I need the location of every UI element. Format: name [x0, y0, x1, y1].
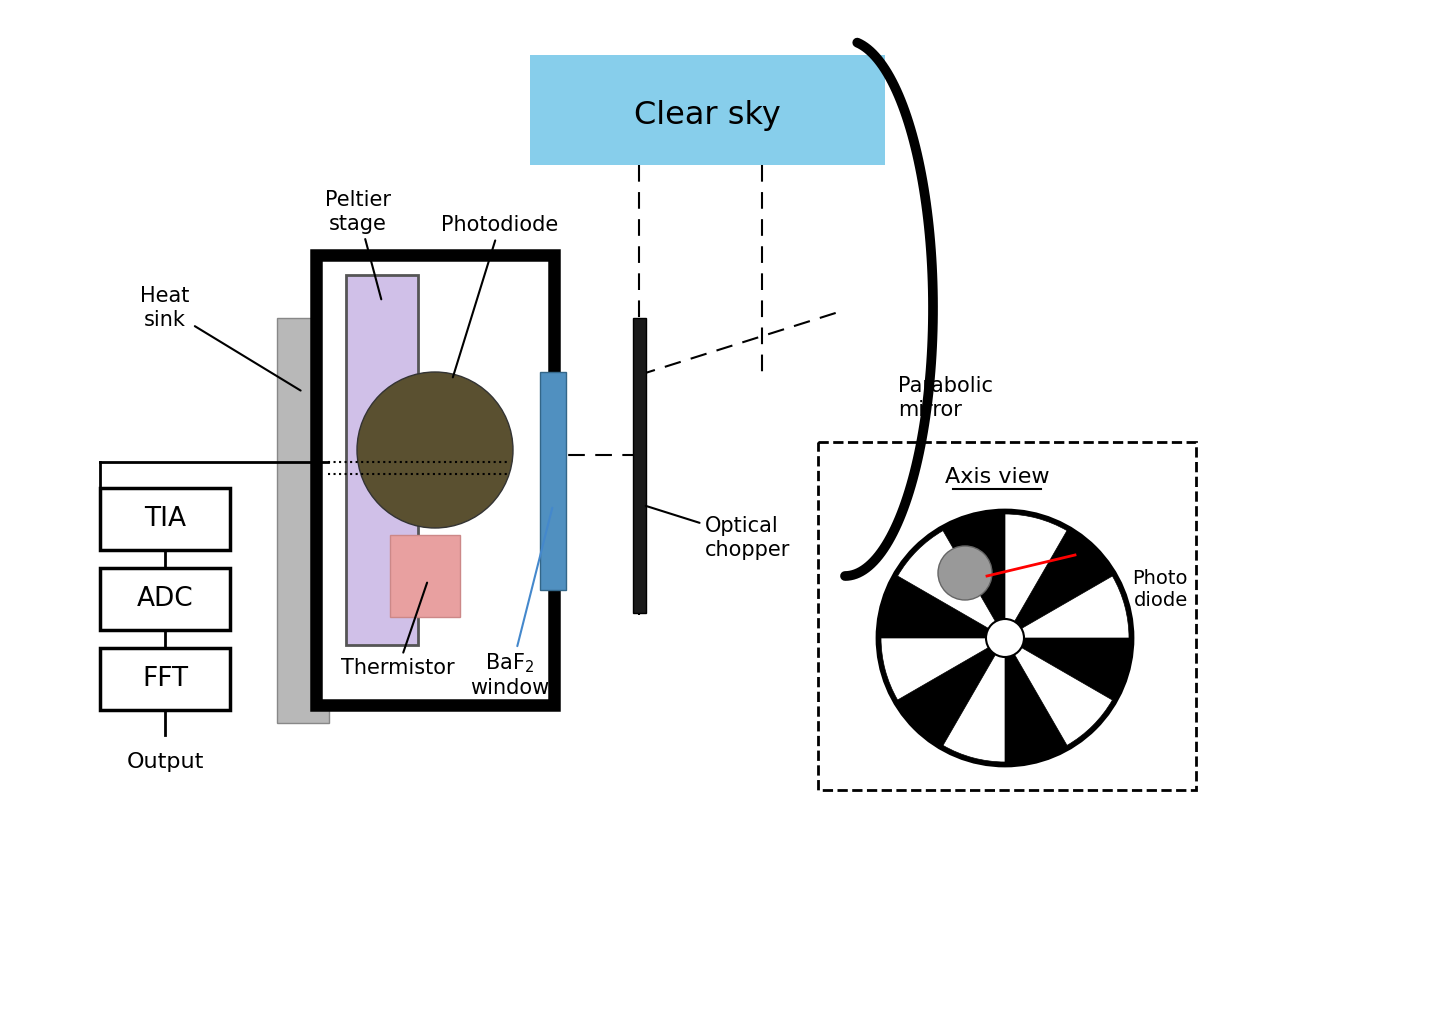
- Bar: [634, 318, 647, 613]
- Circle shape: [357, 372, 513, 528]
- Bar: [276, 318, 328, 723]
- Bar: [390, 535, 459, 617]
- Wedge shape: [943, 638, 1005, 762]
- Circle shape: [937, 546, 992, 600]
- Text: Photo
diode: Photo diode: [1132, 569, 1188, 611]
- Text: FFT: FFT: [143, 666, 189, 692]
- Text: Photodiode: Photodiode: [442, 215, 559, 378]
- Text: Heat
sink: Heat sink: [140, 286, 301, 391]
- Bar: [346, 275, 418, 645]
- Text: Clear sky: Clear sky: [634, 100, 780, 130]
- Text: ADC: ADC: [137, 586, 193, 612]
- Text: Thermistor: Thermistor: [341, 582, 455, 678]
- Wedge shape: [1005, 638, 1112, 745]
- Wedge shape: [1005, 576, 1129, 638]
- Bar: [99, 488, 230, 550]
- Circle shape: [986, 619, 1024, 657]
- Text: Axis view: Axis view: [945, 467, 1050, 487]
- Text: BaF$_2$
window: BaF$_2$ window: [471, 508, 553, 698]
- Bar: [540, 372, 566, 590]
- Bar: [818, 442, 1197, 790]
- Bar: [315, 254, 554, 705]
- Bar: [99, 648, 230, 710]
- Wedge shape: [897, 530, 1005, 638]
- Circle shape: [877, 510, 1133, 766]
- Text: Optical
chopper: Optical chopper: [645, 506, 791, 560]
- Wedge shape: [1005, 514, 1067, 638]
- Bar: [99, 568, 230, 630]
- Text: Parabolic
mirror: Parabolic mirror: [899, 377, 994, 419]
- Text: Output: Output: [127, 752, 203, 772]
- Text: TIA: TIA: [144, 506, 186, 532]
- Text: Peltier
stage: Peltier stage: [325, 190, 392, 299]
- Wedge shape: [881, 638, 1005, 700]
- Bar: [530, 55, 886, 165]
